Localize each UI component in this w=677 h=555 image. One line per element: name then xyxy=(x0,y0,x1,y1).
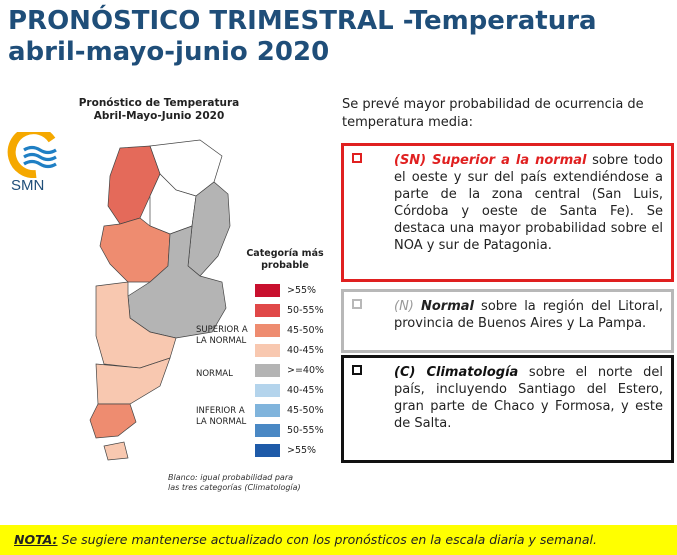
legend-swatch xyxy=(255,444,280,457)
legend-title-line2: probable xyxy=(261,260,309,271)
legend-swatch xyxy=(255,404,280,417)
legend-group-superior-line1: SUPERIOR A xyxy=(196,325,248,335)
category-box-climatologia-text: (C) Climatología sobre el norte del país… xyxy=(394,364,663,432)
intro-text: Se prevé mayor probabilidad de ocurrenci… xyxy=(342,97,644,130)
legend-label: >55% xyxy=(287,445,317,456)
map-region-norpatagonia xyxy=(95,281,177,369)
legend-label: >=40% xyxy=(287,365,325,376)
legend-group-superior-line2: LA NORMAL xyxy=(196,336,247,346)
category-label-climatologia: (C) Climatología xyxy=(394,365,519,380)
legend-swatch xyxy=(255,344,280,357)
legend-swatch xyxy=(255,384,280,397)
smn-sun-waves-icon xyxy=(7,132,57,178)
forecast-map-panel: Pronóstico de Temperatura Abril-Mayo-Jun… xyxy=(0,86,334,506)
nota-banner: NOTA: Se sugiere mantenerse actualizado … xyxy=(0,525,677,555)
legend-group-inferior-line2: LA NORMAL xyxy=(196,417,247,427)
legend-group-normal: NORMAL xyxy=(196,369,233,379)
legend-title: Categoría más probable xyxy=(241,248,329,272)
category-box-superior-text: (SN) Superior a la normal sobre todo el … xyxy=(394,152,663,254)
legend-label: 45-50% xyxy=(287,405,324,416)
map-footnote-line2: las tres categorías (Climatología) xyxy=(168,483,301,492)
legend-title-line1: Categoría más xyxy=(246,248,324,259)
checkbox-bullet-icon xyxy=(352,365,362,375)
nota-text: Se sugiere mantenerse actualizado con lo… xyxy=(57,532,597,547)
legend-swatch xyxy=(255,364,280,377)
legend-group-inferior-line1: INFERIOR A xyxy=(196,406,245,416)
legend-label: 50-55% xyxy=(287,305,324,316)
nota-label: NOTA: xyxy=(14,532,58,547)
map-region-tierra-del-fuego xyxy=(103,441,129,461)
page-title-line2: abril-mayo-junio 2020 xyxy=(8,37,330,67)
map-footnote-line1: Blanco: igual probabilidad para xyxy=(168,473,294,482)
map-title-line2: Abril-Mayo-Junio 2020 xyxy=(93,110,225,122)
legend-swatch xyxy=(255,424,280,437)
argentina-map xyxy=(89,139,231,461)
category-description-normal: sobre la región del Litoral, provincia d… xyxy=(394,299,663,331)
category-label-normal: Normal xyxy=(420,299,474,314)
legend-group-superior: SUPERIOR A LA NORMAL xyxy=(196,325,256,347)
category-label-normal-prefix: (N) xyxy=(394,299,421,314)
legend-swatch xyxy=(255,284,280,297)
category-box-normal: (N) Normal sobre la región del Litoral, … xyxy=(341,289,674,353)
category-box-climatologia: (C) Climatología sobre el norte del país… xyxy=(341,355,674,463)
checkbox-bullet-icon xyxy=(352,153,362,163)
page-title: PRONÓSTICO TRIMESTRAL -Temperatura abril… xyxy=(8,6,597,68)
map-title-line1: Pronóstico de Temperatura xyxy=(78,97,240,109)
legend-swatch xyxy=(255,324,280,337)
category-label-superior: (SN) Superior a la normal xyxy=(394,153,587,168)
page-title-line1: PRONÓSTICO TRIMESTRAL -Temperatura xyxy=(8,6,597,36)
legend-swatch xyxy=(255,304,280,317)
smn-logo-text: SMN xyxy=(11,177,45,194)
legend-label: 50-55% xyxy=(287,425,324,436)
map-footnote: Blanco: igual probabilidad para las tres… xyxy=(168,473,318,493)
legend-label: 40-45% xyxy=(287,385,324,396)
legend-label: >55% xyxy=(287,285,317,296)
map-region-patagonia-sur xyxy=(89,403,137,439)
category-description-superior: sobre todo el oeste y sur del país exten… xyxy=(394,153,663,253)
category-description-climatologia: sobre el norte del país, incluyendo Sant… xyxy=(394,365,663,431)
legend-label: 40-45% xyxy=(287,345,324,356)
category-box-normal-text: (N) Normal sobre la región del Litoral, … xyxy=(394,298,663,332)
legend-group-inferior: INFERIOR A LA NORMAL xyxy=(196,406,256,428)
category-box-superior: (SN) Superior a la normal sobre todo el … xyxy=(341,143,674,282)
legend-label: 45-50% xyxy=(287,325,324,336)
checkbox-bullet-icon xyxy=(352,299,362,309)
map-title: Pronóstico de Temperatura Abril-Mayo-Jun… xyxy=(64,97,254,123)
